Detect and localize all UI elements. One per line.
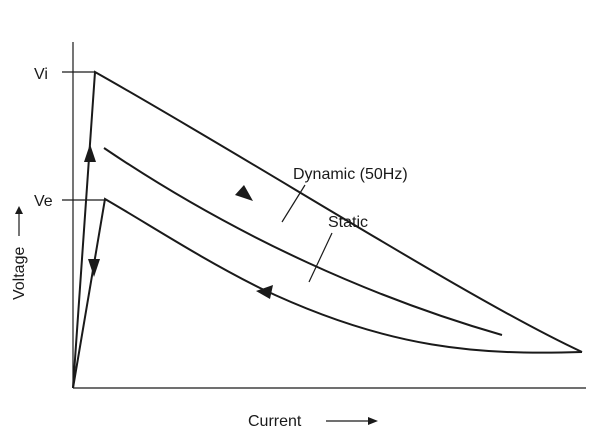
arrow-down-right: [235, 185, 253, 201]
series-label-static: Static: [328, 214, 368, 231]
arrow-down: [88, 259, 100, 277]
y-axis-label: Voltage: [11, 247, 28, 300]
tick-label-vi: Vi: [34, 66, 48, 83]
leader-static: [308, 232, 333, 283]
static-curve: [103, 147, 503, 336]
tick-label-ve: Ve: [34, 193, 53, 210]
arrow-up: [84, 144, 96, 162]
arrow-left: [256, 285, 273, 299]
dynamic-curve: [72, 70, 583, 389]
y-axis-label-group: Voltage: [11, 206, 28, 300]
y-axis-label-arrowhead: [15, 206, 23, 214]
x-axis-label: Current: [248, 413, 302, 430]
x-axis-label-arrowhead: [368, 417, 378, 425]
return-curve: [72, 197, 583, 389]
leader-dynamic: [281, 184, 306, 223]
series-label-dynamic: Dynamic (50Hz): [293, 166, 408, 183]
